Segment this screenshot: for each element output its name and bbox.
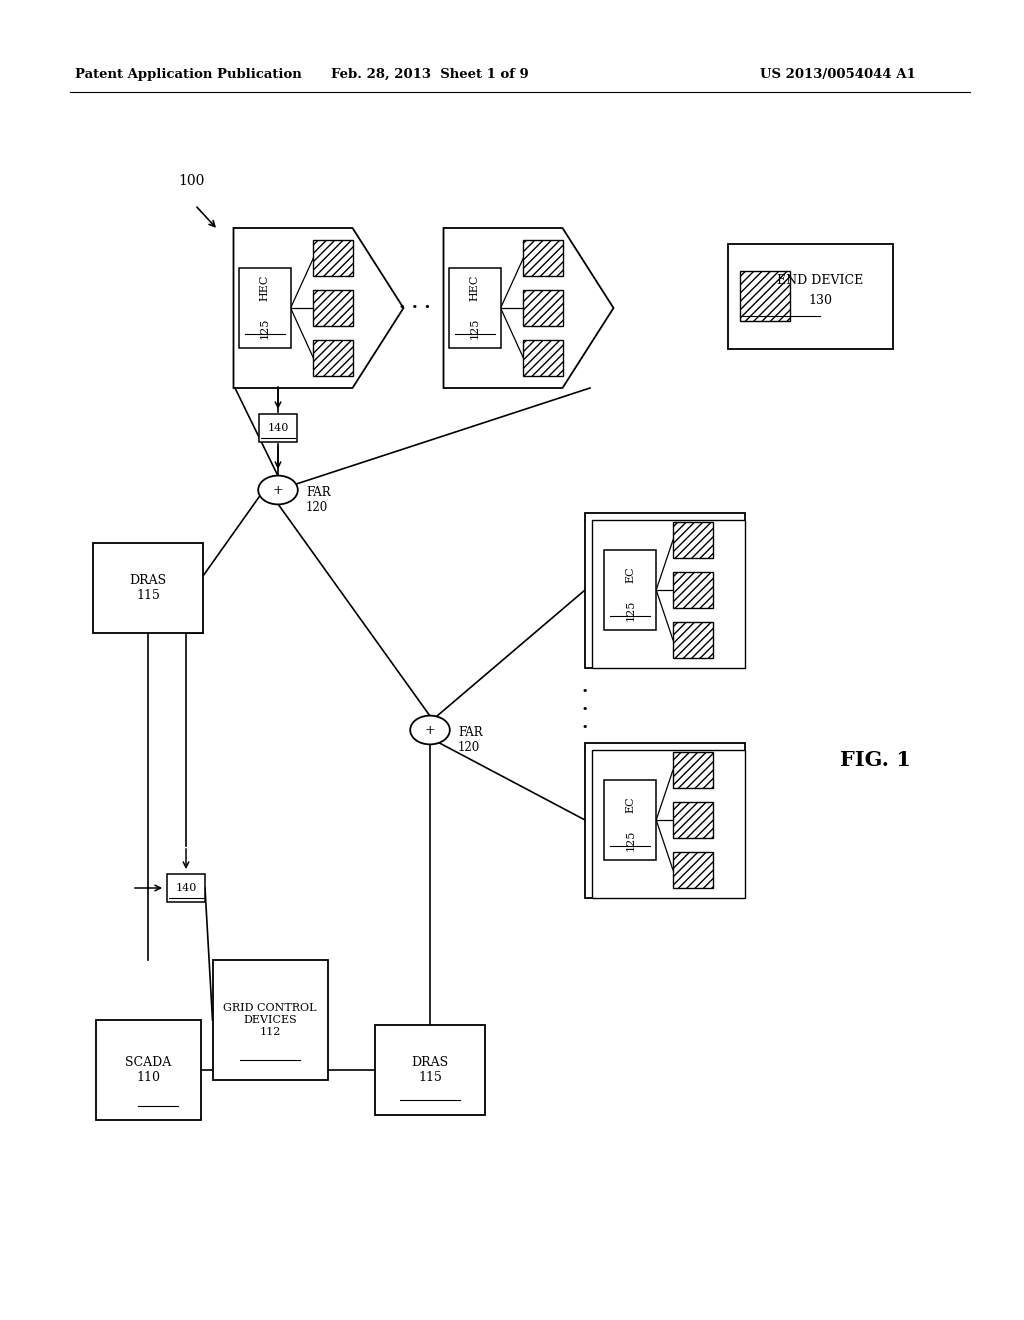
Bar [673, 752, 713, 788]
Text: HEC: HEC [470, 275, 479, 301]
Bar [93, 543, 203, 634]
Text: 130: 130 [808, 294, 831, 308]
Bar [95, 1020, 201, 1119]
Text: HEC: HEC [260, 275, 269, 301]
Text: 100: 100 [178, 174, 205, 187]
Text: . . .: . . . [399, 294, 431, 312]
Text: EC: EC [626, 566, 635, 583]
Bar [604, 780, 656, 861]
Bar [673, 622, 713, 657]
Bar [313, 341, 353, 376]
Bar [313, 290, 353, 326]
Text: .: . [582, 714, 588, 733]
Bar [604, 550, 656, 630]
Bar [449, 268, 501, 348]
Ellipse shape [411, 715, 450, 744]
Bar [523, 290, 563, 326]
Text: 125: 125 [626, 830, 635, 851]
Bar [239, 268, 291, 348]
Bar [727, 243, 893, 348]
Bar [592, 750, 745, 898]
Text: 140: 140 [175, 883, 197, 894]
Text: US 2013/0054044 A1: US 2013/0054044 A1 [760, 69, 915, 81]
Text: SCADA
110: SCADA 110 [125, 1056, 171, 1084]
Bar [167, 874, 205, 902]
Text: +: + [272, 483, 284, 496]
Bar [375, 1026, 485, 1115]
Text: .: . [582, 678, 588, 696]
Text: FAR
120: FAR 120 [458, 726, 482, 754]
Text: 125: 125 [470, 318, 479, 339]
Text: Patent Application Publication: Patent Application Publication [75, 69, 302, 81]
Bar [673, 572, 713, 609]
Bar [523, 341, 563, 376]
Bar [673, 521, 713, 558]
Text: DRAS
115: DRAS 115 [412, 1056, 449, 1084]
Text: FAR
120: FAR 120 [306, 486, 331, 513]
Bar [673, 851, 713, 888]
Text: 140: 140 [267, 422, 289, 433]
Bar [585, 742, 745, 898]
Bar [259, 414, 297, 442]
Text: GRID CONTROL
DEVICES
112: GRID CONTROL DEVICES 112 [223, 1003, 316, 1036]
Text: DRAS
115: DRAS 115 [129, 574, 167, 602]
Bar [739, 271, 790, 321]
Ellipse shape [258, 475, 298, 504]
Text: +: + [425, 723, 435, 737]
Text: FIG. 1: FIG. 1 [840, 750, 911, 770]
Text: EC: EC [626, 796, 635, 813]
Text: .: . [582, 696, 588, 714]
Text: END DEVICE: END DEVICE [777, 275, 863, 288]
Text: 125: 125 [626, 601, 635, 622]
Bar [313, 240, 353, 276]
Bar [585, 512, 745, 668]
Bar [213, 960, 328, 1080]
Text: Feb. 28, 2013  Sheet 1 of 9: Feb. 28, 2013 Sheet 1 of 9 [331, 69, 528, 81]
Bar [592, 520, 745, 668]
Bar [523, 240, 563, 276]
Text: 125: 125 [260, 318, 269, 339]
Bar [673, 803, 713, 838]
